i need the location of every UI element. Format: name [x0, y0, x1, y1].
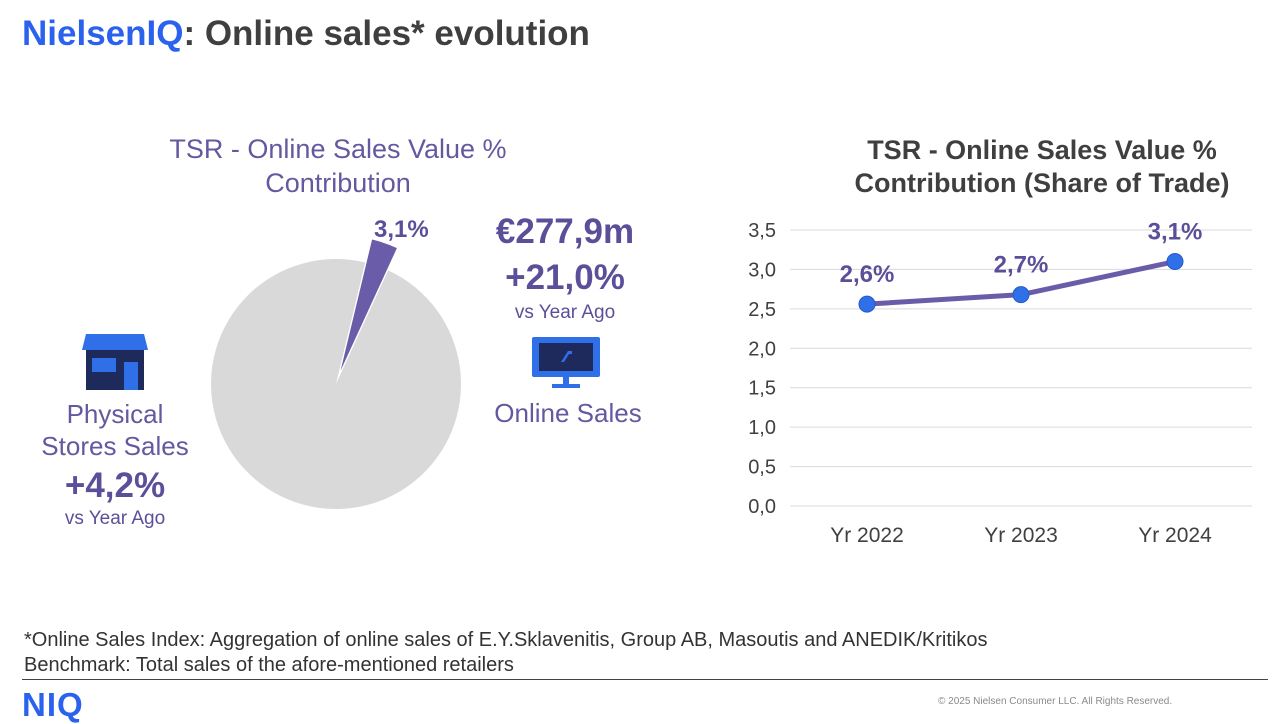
- niq-logo: NIQ: [22, 686, 84, 723]
- pie-slice-label-online: 3,1%: [374, 216, 429, 243]
- data-label: 2,7%: [994, 252, 1049, 279]
- physical-stores-label-line2: Stores Sales: [41, 431, 189, 461]
- y-tick-label: 2,5: [748, 299, 776, 321]
- footnote-online-index: *Online Sales Index: Aggregation of onli…: [24, 629, 988, 651]
- y-tick-label: 1,0: [748, 417, 776, 439]
- pie-slice-physical: [211, 259, 461, 509]
- pie-chart-title: TSR - Online Sales Value % Contribution: [169, 134, 507, 198]
- line-chart-title-line2: Contribution (Share of Trade): [854, 168, 1230, 198]
- data-label: 2,6%: [840, 261, 895, 288]
- y-tick-label: 3,0: [748, 259, 776, 281]
- data-point: [1166, 253, 1184, 271]
- monitor-cart-icon: [532, 337, 600, 388]
- brand-name: NielsenIQ: [22, 14, 184, 53]
- footer-divider: [22, 679, 1268, 680]
- online-sales-note: vs Year Ago: [514, 302, 616, 323]
- page-title-text: : Online sales* evolution: [183, 14, 590, 53]
- store-icon: [82, 334, 148, 390]
- y-tick-label: 2,0: [748, 338, 776, 360]
- physical-stores-note: vs Year Ago: [64, 508, 166, 529]
- physical-stores-growth: +4,2%: [64, 466, 166, 505]
- y-tick-label: 0,0: [748, 496, 776, 518]
- line-chart: 0,0 0,5 1,0 1,5 2,0 2,5 3,0 3,5 Yr 2022 Yr 2023 Yr…: [748, 219, 1252, 547]
- online-sales-value: €277,9m: [495, 212, 635, 251]
- data-label: 3,1%: [1148, 219, 1203, 246]
- copyright-text: © 2025 Nielsen Consumer LLC. All Rights …: [938, 696, 1173, 707]
- y-tick-label: 0,5: [748, 457, 776, 479]
- physical-stores-label: Physical Stores Sales: [20, 398, 210, 462]
- online-sales-growth: +21,0%: [505, 258, 625, 297]
- y-tick-label: 1,5: [748, 378, 776, 400]
- data-point: [1012, 286, 1030, 304]
- footnote-benchmark: Benchmark: Total sales of the afore-ment…: [24, 654, 514, 676]
- pie-slice-online: [340, 239, 397, 371]
- data-point: [858, 295, 876, 313]
- pie-chart: [211, 239, 461, 509]
- x-tick-label: Yr 2022: [830, 524, 904, 547]
- x-tick-label: Yr 2024: [1138, 524, 1212, 547]
- line-chart-title-line1: TSR - Online Sales Value %: [867, 135, 1217, 165]
- line-chart-title: TSR - Online Sales Value % Contribution (…: [822, 134, 1262, 200]
- online-sales-label: Online Sales: [494, 398, 642, 428]
- page-title: NielsenIQ: Online sales* evolution: [22, 14, 590, 54]
- y-tick-label: 3,5: [748, 220, 776, 242]
- physical-stores-label-line1: Physical: [66, 399, 164, 429]
- x-tick-label: Yr 2023: [984, 524, 1058, 547]
